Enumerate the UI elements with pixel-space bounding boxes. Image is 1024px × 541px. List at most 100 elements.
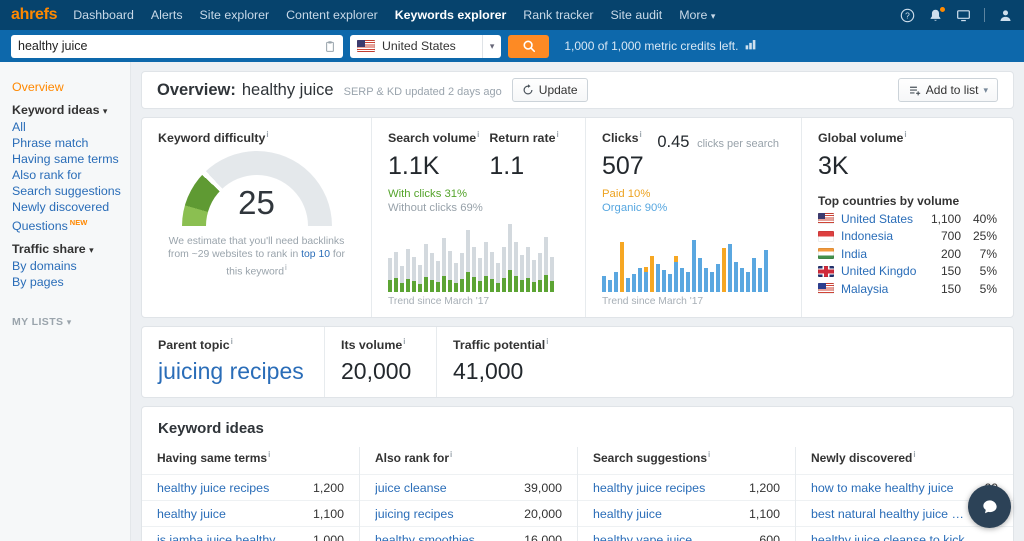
chart-bar (704, 268, 708, 293)
sidebar-section-traffic-share[interactable]: Traffic share ▾ (12, 242, 94, 257)
us-flag-icon (357, 40, 375, 52)
nav-alerts[interactable]: Alerts (150, 8, 183, 22)
chart-bar (638, 268, 642, 293)
parent-topic-link[interactable]: juicing recipes (158, 358, 304, 385)
keyword-link[interactable]: juice cleanse (375, 480, 447, 495)
chart-bar (478, 258, 482, 293)
keyword-link[interactable]: how to make healthy juice (811, 480, 954, 495)
ahrefs-logo[interactable]: ahrefs (11, 6, 58, 23)
top-10-link[interactable]: top 10 (301, 249, 330, 261)
chevron-down-icon: ▾ (710, 11, 716, 21)
chart-bar (722, 248, 726, 293)
chat-widget-button[interactable] (968, 485, 1011, 528)
nav-site-explorer[interactable]: Site explorer (199, 8, 270, 22)
chart-bar (406, 249, 410, 293)
search-input-wrap (11, 34, 343, 58)
chart-bar (734, 262, 738, 293)
keyword-link[interactable]: best natural healthy juice rec... (811, 506, 966, 521)
sidebar-heading-my-lists[interactable]: MY LISTS ▾ (12, 316, 72, 329)
user-icon[interactable] (998, 8, 1013, 23)
clicks-section: Clicksi 507 0.45 clicks per search Paid … (585, 118, 801, 318)
country-link[interactable]: United States (841, 211, 914, 226)
credits-status: 1,000 of 1,000 metric credits left. (564, 38, 757, 54)
organic-stat: Organic 90% (602, 202, 668, 215)
country-selector[interactable]: United States ▾ (350, 34, 502, 58)
sidebar-item-having-same-terms[interactable]: Having same terms (12, 152, 119, 166)
metric-label: Search volume (388, 131, 477, 146)
keyword-link[interactable]: healthy juice recipes (157, 480, 270, 495)
keyword-link[interactable]: healthy juice recipes (593, 480, 706, 495)
chart-bar (532, 260, 536, 293)
notifications-icon[interactable] (928, 5, 946, 23)
ideas-column-header: Also rank fori (360, 447, 577, 476)
keyword-link[interactable]: healthy vape juice (593, 532, 693, 541)
without-clicks-stat: Without clicks 69% (388, 202, 483, 215)
chart-bar (388, 258, 392, 293)
chart-bar (430, 253, 434, 293)
chart-bar (508, 224, 512, 293)
country-volume: 700 (940, 229, 961, 244)
sidebar-item-questions[interactable]: Questions NEW (12, 218, 88, 234)
chart-bar (656, 264, 660, 293)
chat-icon (982, 499, 997, 513)
keyword-link[interactable]: healthy juice cleanse to kick... (811, 532, 975, 541)
sidebar-item-search-suggestions[interactable]: Search suggestions (12, 184, 121, 198)
info-icon: i (639, 130, 642, 139)
keyword-difficulty-note: We estimate that you'll need backlinks f… (167, 236, 346, 278)
sidebar-item-overview[interactable]: Overview (12, 80, 64, 94)
country-link[interactable]: India (841, 246, 868, 261)
sidebar-item-by-pages[interactable]: By pages (12, 275, 64, 290)
search-volume-value: 1.1K (388, 152, 440, 181)
metric-label: Global volume (818, 131, 904, 146)
country-link[interactable]: United Kingdom (841, 264, 917, 279)
sidebar-item-by-domains[interactable]: By domains (12, 259, 77, 274)
help-icon[interactable]: ? (900, 8, 915, 23)
add-to-list-button[interactable]: Add to list ▾ (897, 78, 998, 102)
nav-more[interactable]: More ▾ (679, 8, 716, 22)
nav-keywords-explorer[interactable]: Keywords explorer (394, 8, 507, 22)
keyword-link[interactable]: juicing recipes (375, 506, 454, 521)
keyword-volume: 16,000 (524, 532, 562, 541)
sidebar-item-phrase-match[interactable]: Phrase match (12, 136, 89, 150)
country-link[interactable]: Indonesia (841, 229, 894, 244)
keyword-row: healthy juice 1,100 (578, 501, 795, 528)
keyword-link[interactable]: is jamba juice healthy (157, 532, 276, 541)
top-countries-title: Top countries by volume (818, 194, 960, 209)
sidebar-section-keyword-ideas[interactable]: Keyword ideas ▾ (12, 103, 108, 117)
sidebar-item-newly-discovered[interactable]: Newly discovered (12, 200, 110, 214)
traffic-potential-section: Traffic potentiali 41,000 (436, 327, 566, 398)
keyword-search-input[interactable] (18, 34, 324, 58)
nav-site-audit[interactable]: Site audit (610, 8, 663, 22)
nav-dashboard[interactable]: Dashboard (73, 8, 134, 22)
divider (984, 8, 985, 22)
country-row: Indonesia 700 25% (818, 229, 997, 243)
search-button[interactable] (508, 34, 550, 58)
keyword-row: healthy vape juice 600 (578, 527, 795, 541)
chart-bar (454, 263, 458, 293)
chart-bar (650, 256, 654, 293)
clipboard-icon[interactable] (324, 40, 336, 53)
svg-text:?: ? (905, 10, 910, 20)
sidebar-item-all[interactable]: All (12, 120, 26, 134)
country-link[interactable]: Malaysia (841, 281, 889, 296)
keyword-link[interactable]: healthy juice (593, 506, 662, 521)
clicks-value: 507 (602, 152, 644, 181)
keyword-ideas-columns: Having same termsi healthy juice recipes 1… (142, 447, 1013, 541)
parent-topic-card: Parent topici juicing recipes Its volume… (141, 326, 1014, 399)
keyword-link[interactable]: healthy juice (157, 506, 226, 521)
chart-bar (728, 244, 732, 293)
page-title: Overview: (157, 80, 236, 99)
chart-bar (680, 268, 684, 293)
nav-rank-tracker[interactable]: Rank tracker (523, 8, 594, 22)
country-percent: 7% (979, 246, 997, 261)
topbar-icons: ? (900, 5, 1013, 23)
display-icon[interactable] (956, 8, 971, 23)
nav-content-explorer[interactable]: Content explorer (286, 8, 378, 22)
clicks-per-search: 0.45 clicks per search (657, 133, 779, 151)
ideas-column-header: Having same termsi (142, 447, 359, 476)
chart-bar (644, 267, 648, 293)
update-button[interactable]: Update (511, 78, 588, 102)
keyword-link[interactable]: healthy smoothies (375, 532, 475, 541)
sidebar-item-also-rank-for[interactable]: Also rank for (12, 168, 82, 182)
